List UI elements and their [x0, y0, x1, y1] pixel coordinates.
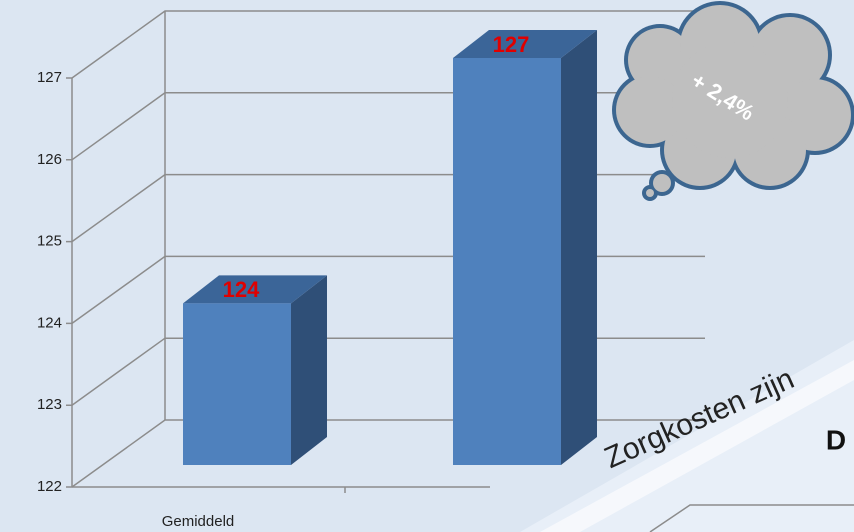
annotation: D [826, 424, 846, 455]
bar [453, 58, 561, 465]
decor-line [649, 504, 854, 532]
grid-line [66, 337, 705, 406]
bar-top [183, 275, 327, 304]
x-tick-label: Gemiddeld [162, 513, 235, 530]
bar [183, 303, 291, 465]
grid-line [66, 92, 705, 161]
banner-strip [540, 360, 854, 532]
y-tick-label: 125 [37, 233, 62, 250]
y-tick-label: 122 [37, 478, 62, 495]
grid-line [66, 419, 705, 488]
y-tick-label: 123 [37, 396, 62, 413]
bar-side [291, 275, 327, 465]
cloud: + 2,4% [612, 1, 854, 201]
value-label: 127 [493, 32, 530, 57]
plot: 122 123 124 125 126 127 124 Gemiddeld 127 [37, 10, 705, 530]
grid-line [66, 255, 705, 325]
y-tick-label: 124 [37, 314, 62, 331]
y-tick-label: 126 [37, 151, 62, 168]
bar-side [561, 30, 597, 465]
banner [520, 340, 854, 532]
bar-top [453, 30, 597, 58]
y-tick-label: 127 [37, 69, 62, 86]
grid-line [66, 173, 705, 243]
value-label: 124 [223, 277, 260, 302]
grid-line [66, 10, 705, 79]
